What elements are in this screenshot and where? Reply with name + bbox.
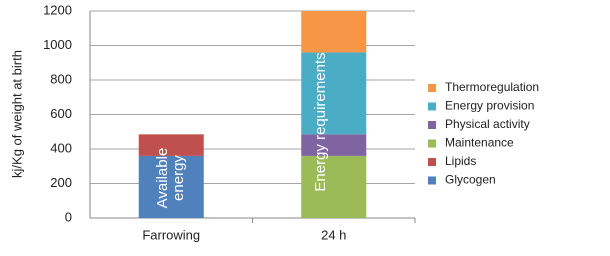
- legend-swatch: [428, 102, 436, 111]
- bar-segment: [301, 155, 367, 218]
- y-tick-label: 0: [65, 209, 72, 224]
- legend-label: Physical activity: [445, 117, 530, 131]
- bar-segment: [301, 134, 367, 156]
- y-tick-label: 1200: [43, 2, 72, 17]
- legend-swatch: [428, 121, 436, 129]
- bar-segment: [301, 11, 367, 53]
- legend-swatch: [428, 176, 436, 185]
- bar-segment: [301, 52, 367, 135]
- x-tick-label: Farrowing: [142, 227, 200, 242]
- legend-swatch: [428, 84, 436, 92]
- y-axis-label: kj/Kg of weight at birth: [9, 50, 24, 178]
- legend-label: Glycogen: [445, 173, 496, 187]
- legend-swatch: [428, 158, 436, 166]
- y-tick-label: 1000: [43, 37, 72, 52]
- legend-label: Energy provision: [445, 99, 534, 113]
- y-tick-label: 800: [50, 71, 72, 86]
- y-tick-label: 400: [50, 140, 72, 155]
- y-tick-label: 200: [50, 175, 72, 190]
- legend-label: Lipids: [445, 154, 476, 168]
- x-tick-label: 24 h: [321, 227, 346, 242]
- legend-label: Thermoregulation: [445, 80, 539, 94]
- annotation: Energy requirements: [311, 52, 329, 192]
- bar-segment: [138, 155, 204, 218]
- y-tick-label: 600: [50, 106, 72, 121]
- bar-segment: [138, 134, 204, 156]
- annotation: Available energy: [154, 147, 188, 209]
- legend-label: Maintenance: [445, 136, 514, 150]
- legend-swatch: [428, 139, 436, 148]
